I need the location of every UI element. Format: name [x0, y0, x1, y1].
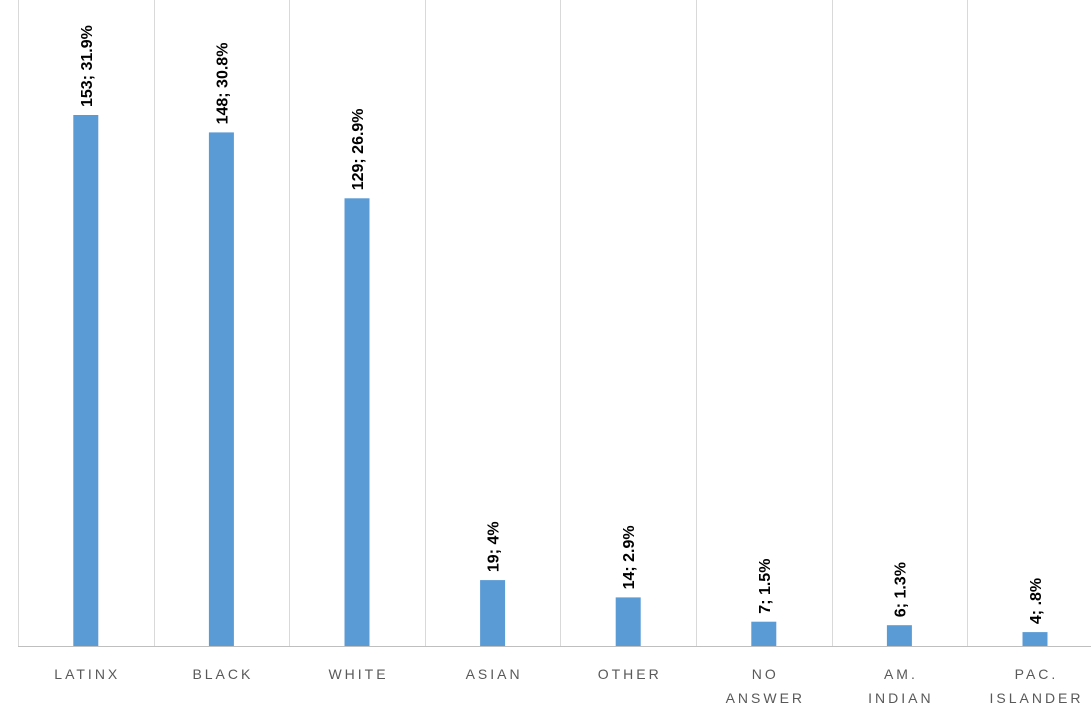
data-label: 4; .8% [1028, 578, 1045, 624]
data-label: 14; 2.9% [621, 525, 638, 589]
category-label: INDIAN [868, 690, 933, 706]
bars [73, 115, 1048, 647]
data-label: 6; 1.3% [892, 562, 909, 617]
category-label: OTHER [598, 666, 662, 682]
category-label: ASIAN [466, 666, 523, 682]
bar [208, 132, 234, 646]
data-label: 19; 4% [486, 521, 503, 572]
category-tick-labels: LATINX BLACK WHITE ASIAN OTHER NO ANSWER AM. IND… [54, 666, 1083, 706]
data-label: 148; 30.8% [214, 43, 231, 125]
data-label: 7; 1.5% [757, 559, 774, 614]
data-label: 153; 31.9% [79, 25, 96, 107]
bar [344, 198, 370, 647]
category-label: WHITE [328, 666, 388, 682]
data-label: 129; 26.9% [350, 108, 367, 190]
data-labels: 153; 31.9% 148; 30.8% 129; 26.9% 19; 4% 14; … [79, 25, 1045, 624]
category-label: ISLANDER [989, 690, 1083, 706]
category-label: NO [752, 666, 779, 682]
category-label: ANSWER [726, 690, 805, 706]
category-label: BLACK [192, 666, 253, 682]
category-label: PAC. [1015, 666, 1059, 682]
category-label: AM. [884, 666, 918, 682]
grid-lines [18, 0, 968, 646]
bar [480, 580, 506, 646]
bar [886, 625, 912, 646]
bar [73, 115, 99, 646]
bar [1022, 632, 1048, 646]
category-label: LATINX [54, 666, 120, 682]
bar [751, 621, 777, 646]
bar [615, 597, 641, 646]
